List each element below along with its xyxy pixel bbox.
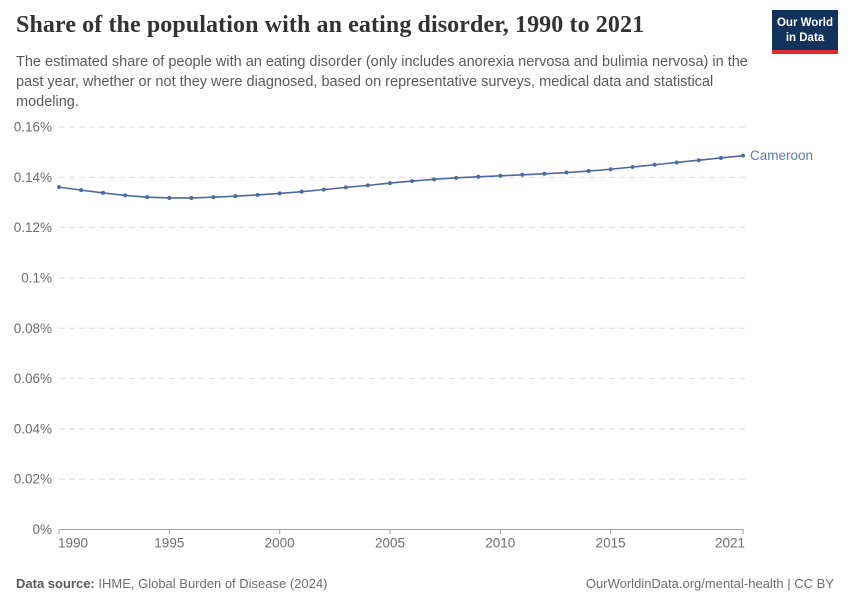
x-axis-tick-label: 1990 [58, 536, 88, 551]
y-axis-tick-label: 0.08% [14, 321, 52, 336]
data-point-marker [211, 195, 216, 200]
data-point-marker [189, 195, 194, 200]
data-point-marker [586, 169, 591, 174]
owid-logo[interactable]: Our World in Data [772, 10, 838, 55]
data-point-marker [432, 177, 437, 182]
chart-title: Share of the population with an eating d… [16, 12, 645, 38]
data-point-marker [255, 192, 260, 197]
data-point-marker [233, 194, 238, 199]
data-point-marker [476, 174, 481, 179]
data-point-marker [674, 160, 679, 165]
data-point-marker [299, 189, 304, 194]
data-point-marker [343, 185, 348, 190]
series-entity-label[interactable]: Cameroon [750, 148, 813, 163]
series-line-cameroon [58, 154, 744, 199]
y-axis-tick-label: 0.14% [14, 170, 52, 185]
x-axis-tick-label: 2010 [485, 536, 515, 551]
y-axis-tick-label: 0% [32, 522, 52, 537]
data-point-marker [741, 153, 745, 158]
x-axis-tick-label: 1995 [154, 536, 184, 551]
data-point-marker [57, 185, 61, 190]
data-point-marker [564, 170, 569, 175]
data-point-marker [101, 190, 106, 195]
data-source-label: Data source: [16, 576, 95, 591]
data-point-marker [410, 179, 415, 184]
owid-logo-line1: Our World [776, 17, 833, 29]
y-axis-tick-label: 0.02% [14, 472, 52, 487]
data-point-marker [321, 187, 326, 192]
data-point-marker [542, 171, 547, 176]
x-axis-tick-label: 2005 [375, 536, 405, 551]
owid-logo-line2: in Data [785, 31, 825, 44]
data-point-marker [145, 195, 150, 200]
data-point-marker [608, 167, 613, 172]
data-point-marker [365, 183, 370, 188]
data-point-marker [520, 172, 525, 177]
data-point-marker [277, 191, 282, 196]
data-point-marker [167, 195, 172, 200]
data-point-marker [498, 173, 503, 178]
data-source-value: IHME, Global Burden of Disease (2024) [98, 576, 328, 591]
y-axis-tick-label: 0.04% [14, 421, 52, 436]
x-axis-tick-label: 2015 [596, 536, 626, 551]
data-point-marker [718, 155, 723, 160]
x-axis-tick-label: 2021 [715, 536, 745, 551]
y-axis-tick-label: 0.12% [14, 220, 52, 235]
y-axis-tick-label: 0.1% [21, 270, 52, 285]
y-axis-tick-label: 0.06% [14, 371, 52, 386]
data-point-marker [696, 158, 701, 163]
data-point-marker [652, 162, 657, 167]
data-point-marker [123, 193, 128, 198]
data-point-marker [630, 164, 635, 169]
data-point-marker [454, 175, 459, 180]
data-point-marker [387, 181, 392, 186]
data-source-note: Data source: IHME, Global Burden of Dise… [16, 576, 327, 591]
data-point-marker [79, 188, 84, 193]
chart-footer: Data source: IHME, Global Burden of Dise… [16, 576, 834, 591]
x-axis-tick-label: 2000 [265, 536, 295, 551]
license-link[interactable]: OurWorldinData.org/mental-health | CC BY [585, 576, 834, 591]
y-axis-tick-label: 0.16% [14, 120, 52, 135]
chart-subtitle: The estimated share of people with an ea… [16, 54, 748, 110]
